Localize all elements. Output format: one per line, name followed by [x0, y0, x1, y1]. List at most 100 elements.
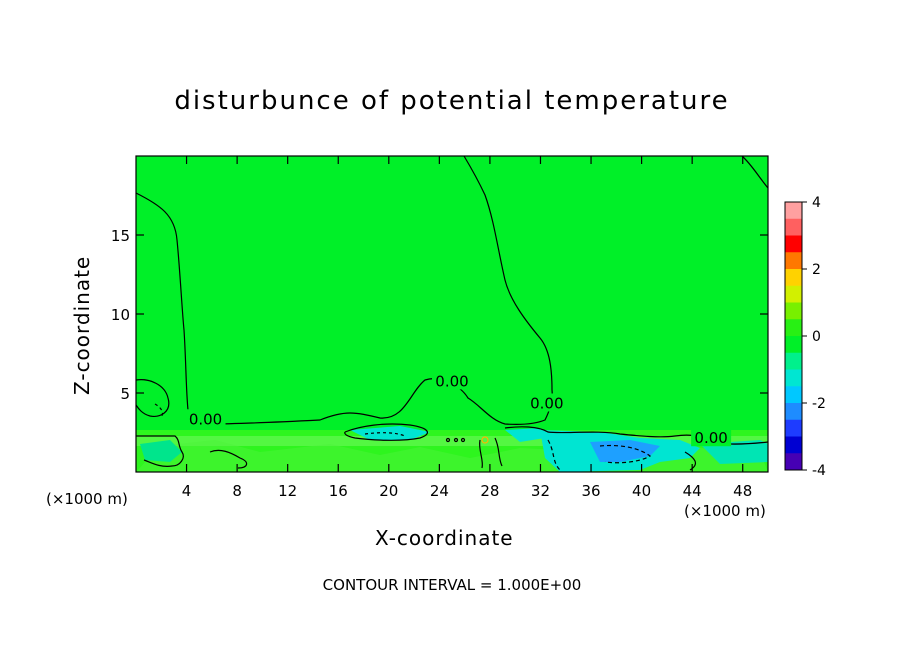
colorbar-band	[785, 331, 802, 337]
y-axis: 5 10 15	[111, 227, 768, 403]
colorbar-band	[785, 419, 802, 425]
colorbar-band	[785, 273, 802, 278]
colorbar-band	[785, 222, 802, 228]
colorbar-band	[785, 407, 802, 412]
contour-interval-note: CONTOUR INTERVAL = 1.000E+00	[322, 576, 582, 594]
contour-line	[136, 435, 184, 467]
colorbar-band	[785, 457, 802, 463]
x-tick-label: 44	[683, 482, 702, 500]
contour-label-bg	[526, 393, 567, 412]
x-axis-unit-right: (×1000 m)	[684, 502, 766, 520]
x-tick-label: 40	[632, 482, 651, 500]
contour-line	[135, 379, 170, 417]
colorbar-band	[785, 239, 802, 245]
contour-label-bg	[691, 428, 732, 447]
colorbar-band	[785, 252, 802, 257]
x-tick-label: 32	[531, 482, 550, 500]
colorbar-band	[785, 260, 802, 266]
colorbar: 4 2 0 -2 -4	[784, 195, 826, 479]
contour-line	[445, 437, 451, 443]
x-tick-label: 16	[329, 482, 348, 500]
contour-label-bg	[432, 371, 472, 390]
colorbar-band	[785, 327, 802, 333]
colorbar-band	[785, 361, 802, 366]
colorbar-band	[785, 411, 802, 417]
colorbar-band	[785, 289, 802, 295]
contour-line	[741, 155, 769, 189]
colorbar-band	[785, 344, 802, 350]
colorbar-band	[785, 264, 802, 270]
contour-label: 0.00	[435, 372, 468, 390]
contour-line	[344, 423, 428, 441]
colorbar-band	[785, 319, 802, 324]
colorbar-band	[785, 285, 802, 291]
colorbar-band	[785, 277, 802, 283]
colorbar-band	[785, 227, 802, 232]
contour-line	[599, 444, 652, 464]
colorbar-band	[785, 231, 802, 236]
colorbar-band	[785, 218, 802, 224]
colorbar-band	[785, 214, 802, 220]
colorbar-tick-label: -2	[812, 396, 826, 412]
colorbar-band	[785, 356, 802, 362]
colorbar-band	[785, 461, 802, 467]
colorbar-band	[785, 465, 802, 471]
x-tick-label: 4	[182, 482, 192, 500]
x-tick-label: 20	[379, 482, 398, 500]
contour-label: 0.00	[189, 410, 222, 428]
colorbar-band	[785, 310, 802, 316]
colorbar-band	[785, 352, 802, 358]
colorbar-band	[785, 315, 802, 320]
contour-line	[494, 437, 503, 467]
colorbar-band	[785, 373, 802, 379]
colorbar-band	[785, 394, 802, 400]
y-tick-label: 15	[111, 227, 130, 245]
colorbar-band	[785, 403, 802, 408]
colorbar-tick-label: 0	[812, 329, 821, 345]
x-tick-label: 28	[480, 482, 499, 500]
x-tick-label: 24	[430, 482, 449, 500]
colorbar-band	[785, 444, 802, 450]
colorbar-band	[785, 382, 802, 387]
x-axis-unit-left: (×1000 m)	[46, 490, 128, 508]
x-axis-label: X-coordinate	[375, 526, 514, 550]
colorbar-band	[785, 294, 802, 299]
x-tick-label: 48	[733, 482, 752, 500]
colorbar-band	[785, 415, 802, 421]
x-tick-label: 8	[232, 482, 242, 500]
colorbar-tick-label: 4	[812, 195, 821, 211]
colorbar-band	[785, 269, 802, 274]
colorbar-band	[785, 386, 802, 391]
colorbar-band	[785, 348, 802, 354]
x-tick-label: 36	[581, 482, 600, 500]
contour-line	[547, 439, 561, 471]
colorbar-band	[785, 206, 802, 211]
contour-label-group: 0.00 0.00 0.00 0.00	[185, 371, 732, 447]
x-axis: 4 8 12 16 20 24 28 32 36 40 44 48	[182, 156, 752, 500]
colorbar-band	[785, 298, 802, 303]
contour-line	[154, 403, 164, 419]
contour-label-bg	[185, 409, 226, 428]
colorbar-band	[785, 248, 802, 253]
y-tick-label: 5	[120, 385, 130, 403]
colorbar-band	[785, 428, 802, 433]
colorbar-band	[785, 302, 802, 308]
colorbar-band	[785, 281, 802, 287]
colorbar-band	[785, 436, 802, 442]
colorbar-band	[785, 453, 802, 458]
x-tick-label: 12	[278, 482, 297, 500]
y-tick-label: 10	[111, 306, 130, 324]
contour-line	[453, 437, 459, 443]
contour-line	[481, 436, 489, 444]
colorbar-band	[785, 306, 802, 312]
temperature-field	[136, 156, 768, 472]
colorbar-band	[785, 398, 802, 404]
colorbar-band	[785, 440, 802, 446]
contour-label: 0.00	[530, 394, 563, 412]
colorbar-band	[785, 202, 802, 207]
colorbar-band	[785, 256, 802, 262]
colorbar-band	[785, 369, 802, 375]
colorbar-band	[785, 235, 802, 241]
colorbar-band	[785, 365, 802, 370]
